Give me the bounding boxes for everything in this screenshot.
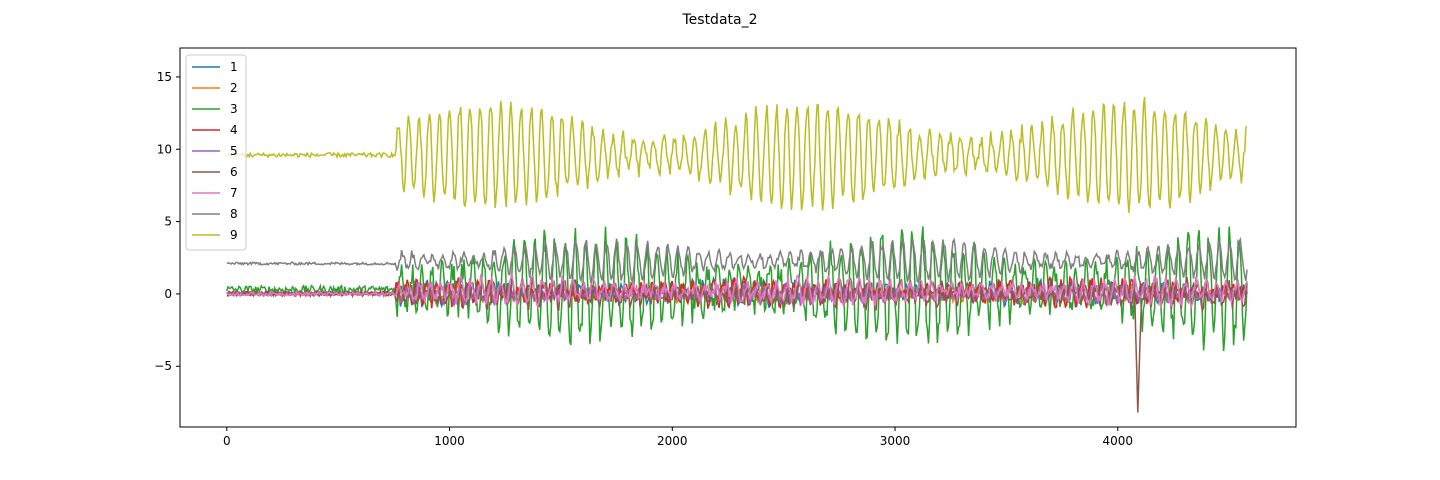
legend-label-4: 4 bbox=[230, 123, 238, 137]
x-tick-label: 0 bbox=[223, 434, 231, 448]
y-tick-label: 10 bbox=[157, 142, 172, 156]
legend-label-8: 8 bbox=[230, 207, 238, 221]
legend-box bbox=[185, 54, 247, 251]
series-line-3 bbox=[226, 226, 1248, 352]
y-tick-label: 0 bbox=[164, 287, 172, 301]
y-axis: −5 0 5 10 15 bbox=[154, 70, 180, 373]
y-tick-label: 5 bbox=[164, 215, 172, 229]
legend-label-7: 7 bbox=[230, 186, 238, 200]
legend-label-3: 3 bbox=[230, 102, 238, 116]
y-tick-label: 15 bbox=[157, 70, 172, 84]
series-line-9 bbox=[226, 96, 1248, 213]
legend: 1 2 3 4 5 6 7 8 9 bbox=[185, 54, 247, 251]
legend-label-9: 9 bbox=[230, 228, 238, 242]
y-tick-label: −5 bbox=[154, 359, 172, 373]
x-tick-label: 4000 bbox=[1103, 434, 1134, 448]
series-line-7 bbox=[226, 273, 1248, 309]
axes-frame bbox=[179, 47, 1297, 428]
legend-label-2: 2 bbox=[230, 81, 238, 95]
x-tick-label: 2000 bbox=[657, 434, 688, 448]
series-line-8 bbox=[226, 236, 1248, 284]
x-axis: 0 1000 2000 3000 4000 bbox=[223, 427, 1133, 448]
legend-label-6: 6 bbox=[230, 165, 238, 179]
legend-label-1: 1 bbox=[230, 60, 238, 74]
x-tick-label: 3000 bbox=[880, 434, 911, 448]
plot-area bbox=[226, 96, 1248, 413]
legend-label-5: 5 bbox=[230, 144, 238, 158]
x-tick-label: 1000 bbox=[434, 434, 465, 448]
chart-title: Testdata_2 bbox=[681, 12, 757, 28]
